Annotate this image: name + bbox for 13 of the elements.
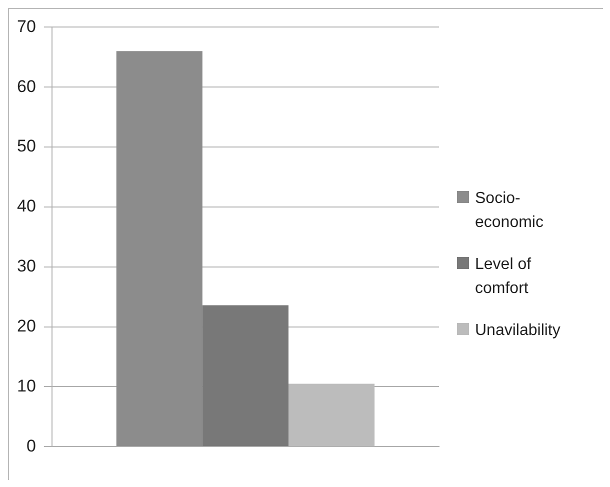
y-tick-label: 40 [16, 196, 36, 216]
y-tick-label: 70 [16, 16, 36, 36]
y-tick-label: 0 [26, 436, 36, 456]
y-tick-label: 30 [16, 256, 36, 276]
legend-label: Unavilability [475, 321, 562, 341]
bar [116, 51, 202, 446]
y-tick-label: 10 [16, 376, 36, 396]
y-tick-label: 50 [16, 136, 36, 156]
y-tick-label: 20 [16, 316, 36, 336]
y-tick-label: 60 [16, 76, 36, 96]
legend-label: Level of comfort [475, 255, 532, 299]
legend-label: Socio-economic [475, 189, 544, 233]
bar [202, 305, 288, 446]
